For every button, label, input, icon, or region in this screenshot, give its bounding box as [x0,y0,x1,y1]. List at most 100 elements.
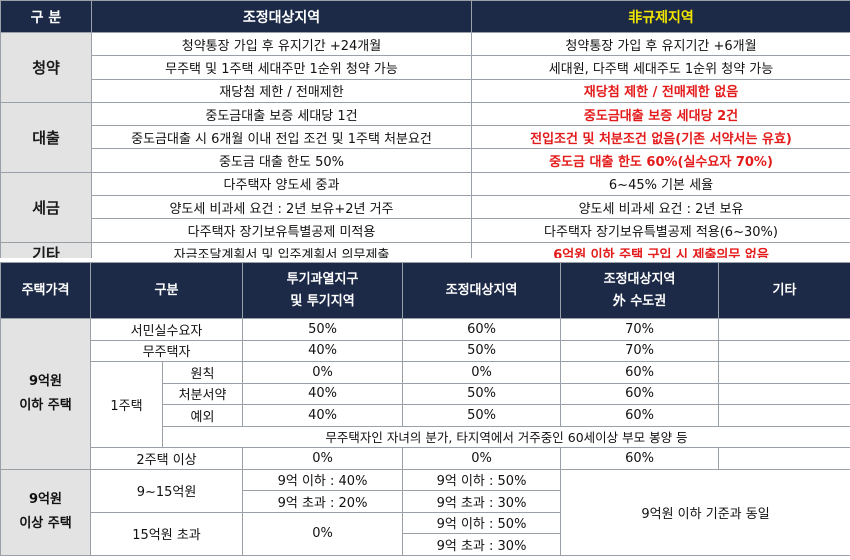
cell-adjusted: 중도금대출 시 6개월 이내 전입 조건 및 1주택 처분요건 [91,125,472,150]
cell-value: 9억 이하 : 50% [402,511,562,534]
table-row: 1주택 원칙 0% 0% 60% [1,361,850,448]
category-under-9-line1: 9억원 [29,373,62,389]
cell-value: 40% [242,382,404,405]
cell-value: 9억 초과 : 30% [402,490,562,513]
table-row: 양도세 비과세 요건 : 2년 보유+2년 거주 양도세 비과세 요건 : 2년… [1,195,850,220]
header-non-regulated-area: 非규제지역 [471,0,850,33]
header-speculation-area: 투기과열지구 및 투기지역 [242,262,404,319]
cell-value: 9억 이하 : 40% [242,468,404,491]
row-label: 무주택자 [89,339,244,362]
category-over-9: 9억원 이상 주택 [0,468,91,556]
cell-adjusted: 양도세 비과세 요건 : 2년 보유+2년 거주 [91,195,472,220]
cell-value: 50% [242,318,404,341]
cell-empty [718,318,850,341]
category-under-9-line2: 이하 주택 [19,397,72,413]
table-row: 9억 초과 : 20% 9억 초과 : 30% [1,490,850,513]
cell-non-regulated: 중도금대출 보증 세대당 2건 [471,101,850,127]
cell-value: 0% [402,447,562,470]
cell-value: 60% [560,382,720,405]
cell-value: 0% [242,447,404,470]
cell-adjusted: 중도금대출 보증 세대당 1건 [91,101,472,127]
cell-non-regulated: 재당첨 제한 / 전매제한 없음 [471,78,850,103]
table-gap [0,258,850,262]
cell-value: 60% [560,361,720,384]
cell-adjusted: 재당첨 제한 / 전매제한 [91,78,472,103]
cell-adjusted: 다주택자 양도세 중과 [91,171,472,197]
cell-value: 60% [560,447,720,470]
cell-empty [718,361,850,384]
table-row: 처분서약 40% 50% 60% [1,382,850,405]
cell-adjusted: 중도금 대출 한도 50% [91,148,472,173]
cell-value: 70% [560,318,720,341]
cell-non-regulated: 양도세 비과세 요건 : 2년 보유 [471,195,850,220]
table-row: 대출 중도금대출 보증 세대당 1건 중도금대출 보증 세대당 2건 [0,101,850,173]
category-under-9: 9억원 이하 주택 [0,318,91,470]
cell-value: 60% [402,318,562,341]
cell-value: 9억 초과 : 30% [402,533,562,556]
row-label: 원칙 [161,361,244,384]
table-row: 중도금대출 시 6개월 이내 전입 조건 및 1주택 처분요건 전입조건 및 처… [1,125,850,150]
table-row: 중도금 대출 한도 50% 중도금 대출 한도 60%(실수요자 70%) [1,148,850,173]
header-capital-area: 조정대상지역 外 수도권 [560,262,720,319]
cell-value: 70% [560,339,720,362]
cell-empty [718,382,850,405]
cell-value: 9억 초과 : 20% [242,490,404,513]
cell-value: 0% [402,361,562,384]
row-label: 2주택 이상 [89,447,244,470]
cell-empty [718,339,850,362]
cell-value: 50% [402,382,562,405]
cell-non-regulated: 전입조건 및 처분조건 없음(기존 서약서는 유효) [471,125,850,150]
cell-value: 50% [402,339,562,362]
row-label: 예외 [161,404,244,427]
cell-value: 0% [242,361,404,384]
row-label: 9~15억원 [89,468,244,513]
cell-value: 50% [402,404,562,427]
loan-ratio-table: 주택가격 구분 투기과열지구 및 투기지역 조정대상지역 조정대상지역 外 수도… [0,262,850,556]
category-loan: 대출 [0,101,92,173]
exception-note: 무주택자인 자녀의 분가, 타지역에서 거주중인 60세이상 부모 봉양 등 [161,425,850,448]
table-row: 다주택자 장기보유특별공제 미적용 다주택자 장기보유특별공제 적용(6~30%… [1,218,850,243]
cell-value: 60% [560,404,720,427]
table-row: 청약 청약통장 가입 후 유지기간 +24개월 청약통장 가입 후 유지기간 +… [0,31,850,103]
header-speculation-line1: 투기과열지구 [286,271,359,287]
header-adjusted-area: 조정대상지역 [91,0,472,33]
header-row: 주택가격 구분 투기과열지구 및 투기지역 조정대상지역 조정대상지역 外 수도… [0,262,850,319]
cell-adjusted: 청약통장 가입 후 유지기간 +24개월 [91,31,472,57]
category-tax: 세금 [0,171,92,243]
one-house-label: 1주택 [90,361,163,448]
cell-non-regulated: 세대원, 다주택 세대주도 1순위 청약 가능 [471,55,850,80]
header-etc: 기타 [718,262,850,319]
cell-value: 40% [242,339,404,362]
header-capital-line2: 外 수도권 [612,293,667,309]
cell-adjusted: 무주택 및 1주택 세대주만 1순위 청약 가능 [91,55,472,80]
table-row: 2주택 이상 0% 0% 60% [1,447,850,470]
cell-value: 40% [242,404,404,427]
row-label: 처분서약 [161,382,244,405]
header-row: 구 분 조정대상지역 非규제지역 [0,0,850,33]
cell-empty [718,447,850,470]
table-row: 무주택 및 1주택 세대주만 1순위 청약 가능 세대원, 다주택 세대주도 1… [1,55,850,80]
table-row: 9억 초과 : 30% [1,533,850,556]
cell-empty [718,404,850,427]
header-speculation-line2: 및 투기지역 [290,293,355,309]
header-category: 구 분 [0,0,92,33]
cell-non-regulated: 다주택자 장기보유특별공제 적용(6~30%) [471,218,850,243]
cell-non-regulated: 중도금 대출 한도 60%(실수요자 70%) [471,148,850,173]
cell-value: 0% [242,511,404,556]
table-row: 9억원 이상 주택 9~15억원 9억 이하 : 40% 9억 이하 : 50%… [0,468,850,556]
regulation-comparison-table: 구 분 조정대상지역 非규제지역 청약 청약통장 가입 후 유지기간 +24개월… [0,0,850,266]
table-row: 9억원 이하 주택 서민실수요자 50% 60% 70% [0,318,850,470]
header-capital-line1: 조정대상지역 [603,271,676,287]
merged-note: 9억원 이하 기준과 동일 [560,468,850,556]
table-row: 무주택자 40% 50% 70% [1,339,850,362]
row-label: 서민실수요자 [89,318,244,341]
cell-adjusted: 다주택자 장기보유특별공제 미적용 [91,218,472,243]
table-row: 재당첨 제한 / 전매제한 재당첨 제한 / 전매제한 없음 [1,78,850,103]
cell-value: 9억 이하 : 50% [402,468,562,491]
table-row: 세금 다주택자 양도세 중과 6~45% 기본 세율 [0,171,850,243]
category-subscription: 청약 [0,32,92,103]
table-row: 15억원 초과 0% 9억 이하 : 50% [1,511,850,556]
row-label: 15억원 초과 [89,511,244,556]
cell-non-regulated: 청약통장 가입 후 유지기간 +6개월 [471,31,850,57]
header-type: 구분 [89,262,244,319]
